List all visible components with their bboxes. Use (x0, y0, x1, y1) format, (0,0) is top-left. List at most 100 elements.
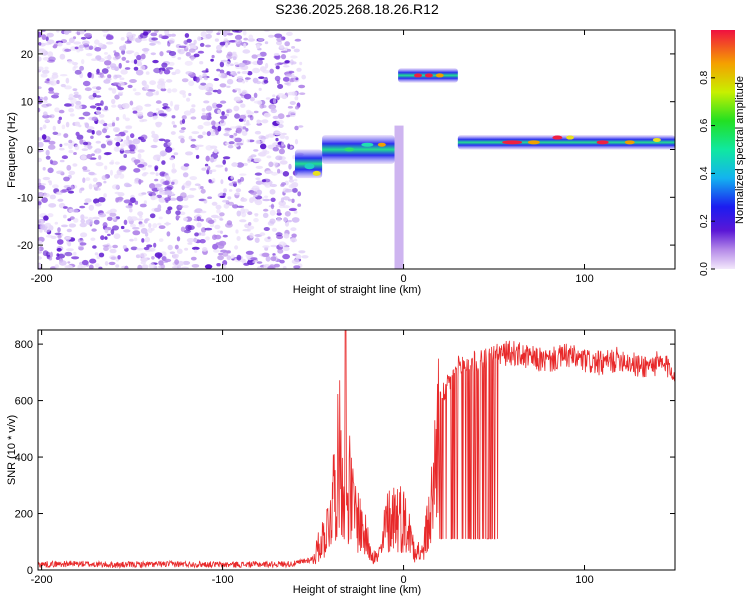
noise-blob (90, 135, 94, 139)
noise-blob (205, 33, 212, 39)
noise-blob (254, 172, 262, 176)
noise-blob (219, 69, 225, 74)
noise-blob (261, 179, 267, 183)
noise-blob (43, 139, 51, 143)
noise-blob (250, 257, 258, 261)
noise-blob (217, 125, 222, 132)
noise-blob (127, 50, 135, 54)
noise-blob (263, 79, 269, 84)
noise-blob (73, 152, 77, 155)
noise-blob (189, 187, 197, 191)
noise-blob (215, 242, 224, 245)
noise-blob (73, 218, 79, 223)
spectral-peak (414, 73, 423, 78)
noise-blob (242, 49, 251, 54)
noise-blob (80, 214, 85, 220)
noise-blob (114, 54, 121, 60)
noise-blob (249, 197, 254, 204)
noise-blob (127, 84, 133, 89)
noise-blob (153, 138, 159, 143)
noise-blob (219, 212, 225, 217)
noise-blob (59, 159, 65, 163)
noise-blob (249, 97, 255, 102)
noise-blob (51, 73, 59, 79)
noise-blob (130, 133, 135, 139)
noise-blob (286, 31, 293, 36)
noise-blob (231, 162, 238, 167)
noise-blob (110, 256, 117, 260)
noise-blob (123, 219, 128, 225)
noise-blob (145, 71, 150, 75)
noise-blob (212, 89, 219, 93)
noise-blob (79, 222, 87, 228)
noise-blob (187, 194, 195, 199)
noise-blob (130, 246, 138, 251)
noise-blob (221, 199, 229, 203)
noise-blob (228, 141, 235, 145)
noise-blob (235, 127, 242, 133)
noise-blob (119, 147, 125, 151)
noise-blob (294, 38, 302, 42)
noise-blob (68, 190, 74, 194)
noise-blob (276, 37, 283, 42)
noise-blob (184, 60, 193, 66)
noise-blob (229, 126, 238, 129)
noise-blob (201, 232, 206, 237)
noise-blob (272, 146, 279, 152)
noise-blob (149, 183, 156, 189)
y-tick-label: 0 (27, 565, 33, 577)
noise-blob (222, 192, 227, 197)
noise-blob (209, 223, 215, 228)
noise-blob (298, 84, 306, 89)
noise-blob (188, 92, 192, 97)
noise-blob (259, 151, 267, 157)
noise-blob (206, 169, 210, 175)
noise-blob (137, 164, 145, 168)
noise-blob (288, 208, 297, 212)
noise-blob (151, 255, 155, 260)
noise-blob (234, 245, 239, 250)
noise-blob (38, 86, 42, 90)
noise-blob (294, 125, 299, 131)
noise-blob (103, 193, 107, 198)
noise-blob (85, 219, 94, 226)
noise-blob (210, 156, 215, 163)
noise-blob (74, 69, 82, 75)
noise-blob (161, 152, 166, 157)
noise-blob (72, 88, 78, 91)
noise-blob (229, 63, 234, 67)
noise-blob (101, 30, 110, 33)
noise-blob (122, 245, 127, 250)
spectral-peak (424, 73, 433, 78)
noise-blob (96, 68, 100, 74)
noise-blob (98, 252, 105, 258)
noise-blob (92, 245, 97, 249)
noise-blob (236, 162, 245, 168)
noise-blob (278, 148, 285, 155)
noise-blob (278, 241, 287, 248)
noise-blob (253, 157, 262, 163)
noise-blob (239, 114, 247, 120)
noise-blob (167, 206, 173, 211)
noise-blob (41, 69, 50, 74)
noise-blob (190, 256, 197, 261)
noise-blob (272, 94, 276, 98)
noise-blob (240, 103, 246, 108)
noise-blob (272, 161, 278, 167)
noise-blob (91, 153, 95, 156)
noise-blob (157, 222, 162, 226)
noise-blob (121, 49, 126, 55)
noise-blob (218, 252, 224, 256)
signal-streak (394, 125, 404, 269)
noise-blob (284, 188, 293, 193)
noise-blob (98, 197, 106, 203)
noise-blob (154, 167, 158, 172)
noise-blob (72, 66, 76, 71)
noise-blob (229, 134, 234, 139)
noise-blob (167, 141, 172, 146)
noise-blob (120, 37, 125, 41)
noise-blob (113, 74, 118, 80)
noise-blob (79, 205, 86, 209)
noise-blob (144, 84, 150, 90)
noise-blob (215, 164, 224, 168)
